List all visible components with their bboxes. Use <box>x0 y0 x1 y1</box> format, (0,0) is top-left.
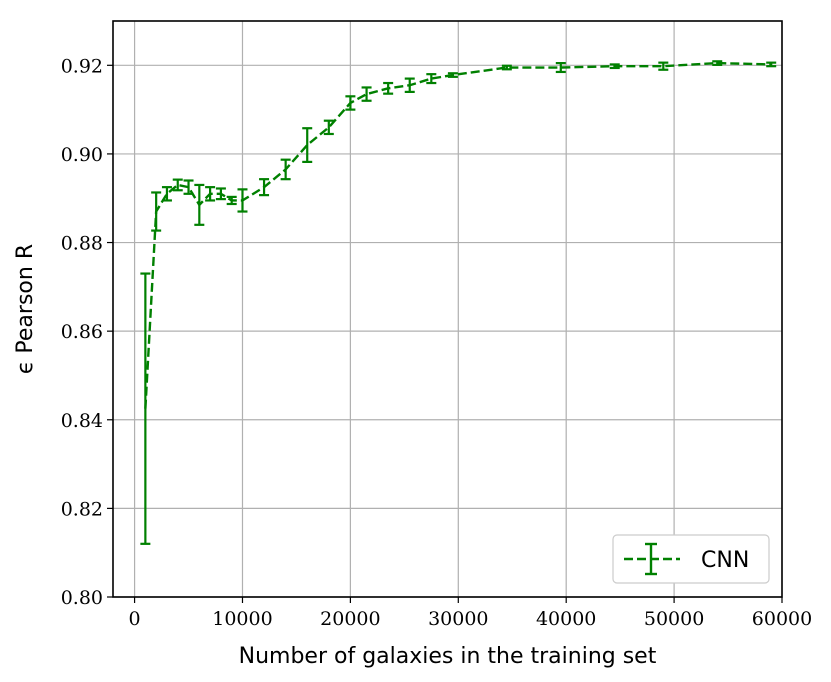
errorbar <box>161 186 172 202</box>
y-tick-label: 0.92 <box>61 55 103 77</box>
errorbar <box>609 63 620 70</box>
errorbar <box>712 60 723 66</box>
errorbar <box>555 61 566 74</box>
errorbar <box>226 195 237 206</box>
y-tick-label: 0.84 <box>61 410 103 432</box>
errorbar <box>183 179 194 195</box>
y-axis-label: ϵ Pearson R <box>13 244 38 374</box>
errorbar <box>447 72 458 78</box>
legend: CNN <box>612 534 770 584</box>
errorbar <box>501 64 512 71</box>
errorbar <box>658 61 669 71</box>
errorbar <box>259 178 270 197</box>
errorbar <box>426 73 437 85</box>
x-axis-label: Number of galaxies in the training set <box>239 644 657 669</box>
errorbar <box>280 158 291 181</box>
errorbar <box>361 86 372 102</box>
errorbar <box>766 61 777 68</box>
errorbar <box>302 127 313 163</box>
x-tick-label: 60000 <box>752 608 812 630</box>
legend-errorbar-marker <box>624 542 680 576</box>
x-axis-ticks: 0 10000 20000 30000 40000 50000 60000 <box>129 597 812 630</box>
errorbar <box>345 95 356 111</box>
errorbar <box>151 191 162 232</box>
errorbar <box>205 186 216 202</box>
errorbar <box>172 178 183 192</box>
y-tick-label: 0.80 <box>61 587 103 609</box>
errorbar <box>140 272 151 545</box>
series-cnn <box>140 60 777 545</box>
y-tick-label: 0.90 <box>61 144 103 166</box>
series-line <box>144 61 772 409</box>
x-tick-label: 40000 <box>536 608 596 630</box>
y-tick-label: 0.88 <box>61 233 103 255</box>
x-tick-label: 50000 <box>644 608 704 630</box>
y-tick-label: 0.86 <box>61 321 103 343</box>
grid <box>113 21 783 598</box>
x-tick-label: 0 <box>129 608 141 630</box>
errorbar <box>323 119 334 136</box>
errorbar <box>215 187 226 201</box>
y-axis-ticks: 0.80 0.82 0.84 0.86 0.88 0.90 0.92 <box>61 55 113 609</box>
errorbar <box>194 183 205 226</box>
x-tick-label: 30000 <box>428 608 488 630</box>
errorbar <box>404 77 415 93</box>
plot-frame <box>112 20 783 598</box>
errorbar <box>237 188 248 213</box>
y-tick-label: 0.82 <box>61 498 103 520</box>
x-tick-label: 10000 <box>212 608 272 630</box>
x-tick-label: 20000 <box>320 608 380 630</box>
errorbar <box>383 81 394 95</box>
legend-label-cnn: CNN <box>701 548 749 573</box>
